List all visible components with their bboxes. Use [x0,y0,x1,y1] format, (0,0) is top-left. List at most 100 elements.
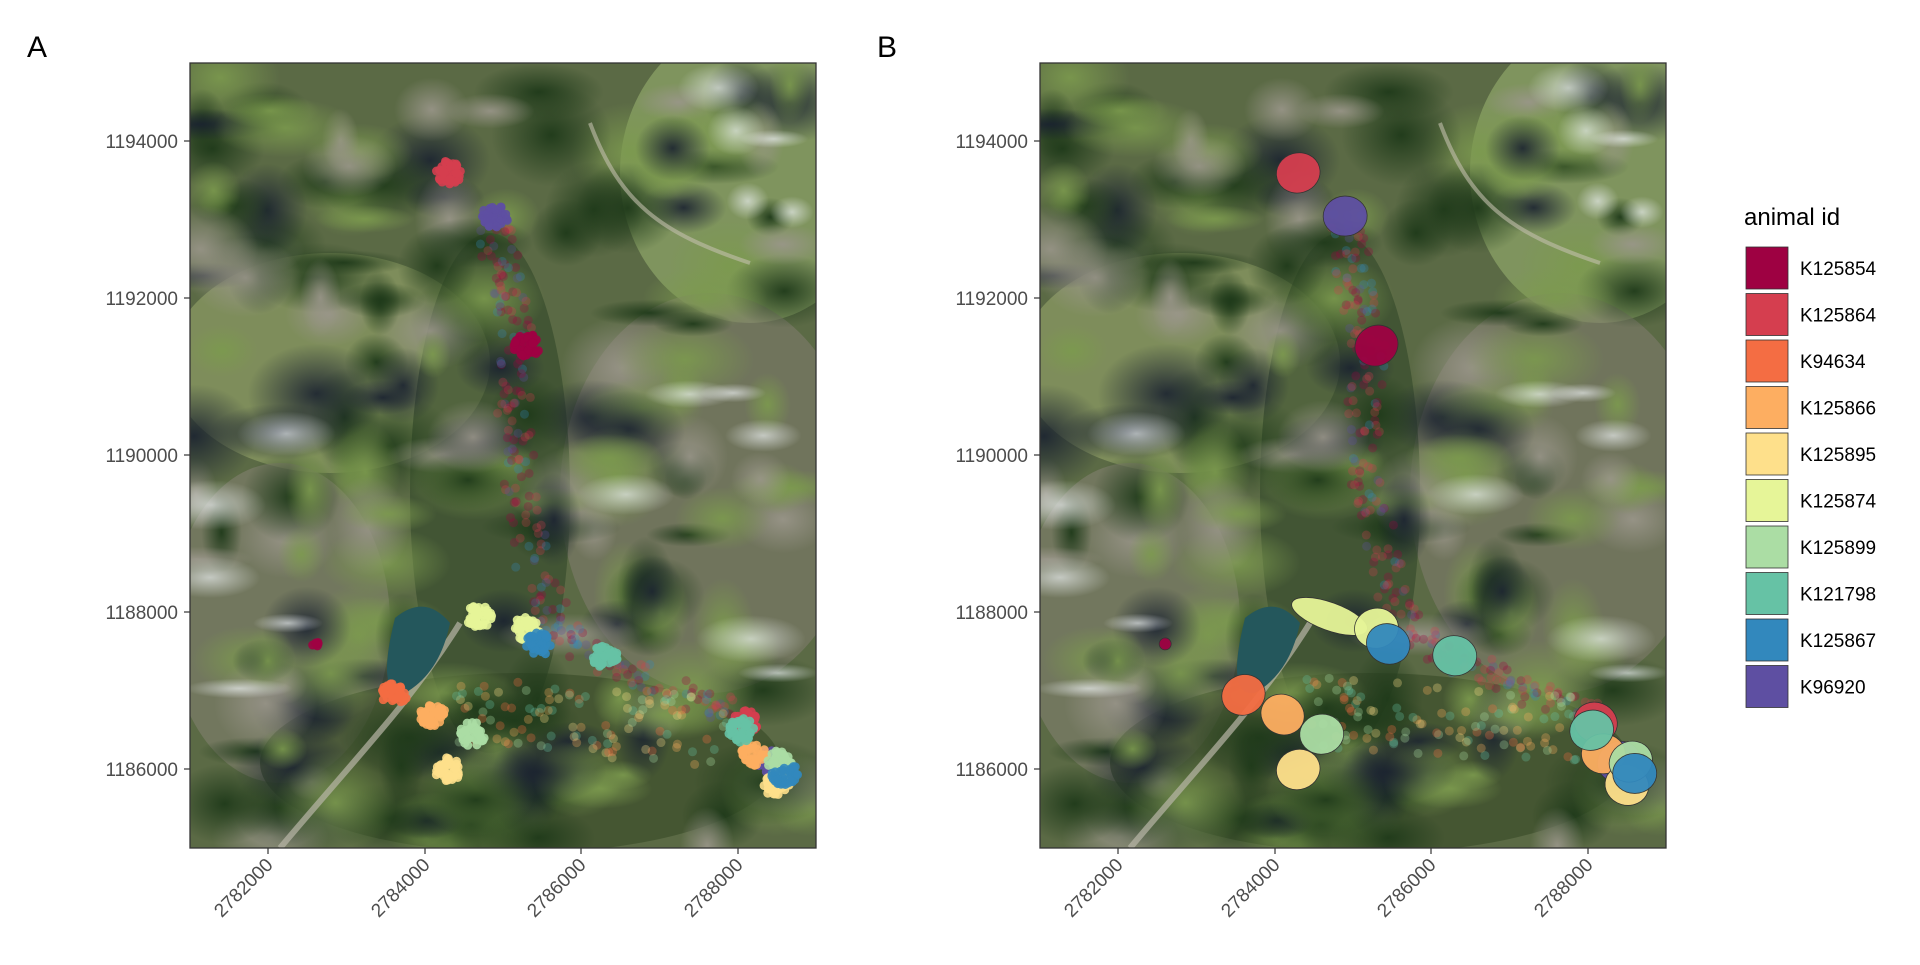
trail-point [489,288,499,298]
trail-point [1418,634,1428,644]
trail-point [1350,480,1360,490]
trail-point [1372,397,1382,407]
location-point-k125867 [539,644,549,654]
trail-point [1342,273,1352,283]
trail-point [1385,732,1395,742]
trail-point [523,315,533,325]
trail-point [574,699,584,709]
trail-point [565,688,575,698]
trail-point [672,739,682,749]
trail-point [1461,737,1471,747]
trail-point [1361,530,1371,540]
trail-point [490,289,500,299]
trail-point [503,385,513,395]
trail-point [485,715,495,725]
location-point-k125866 [420,708,430,718]
trail-point [1342,277,1352,287]
trail-point [1345,323,1355,333]
trail-point [686,692,696,702]
trail-point [1505,679,1515,689]
trail-point [1324,673,1334,683]
trail-point [660,700,670,710]
trail-point [519,409,529,419]
trail-point [508,314,518,324]
trail-point [1434,730,1444,740]
location-point-k125864 [452,161,462,171]
trail-point [661,694,671,704]
trail-point [1375,477,1385,487]
location-point-k125854 [517,350,527,360]
trail-point [1372,429,1382,439]
x-tick-label: 2784000 [1217,855,1284,922]
trail-point [512,316,522,326]
trail-point [1360,426,1370,436]
location-point-k125854 [510,337,520,347]
trail-point [1374,427,1384,437]
legend-item-k125864: K125864 [1745,293,1877,336]
x-tick-label: 2788000 [680,855,747,922]
trail-point [1351,371,1361,381]
location-point-k125867 [779,770,789,780]
trail-point [1392,703,1402,713]
trail-point [1392,678,1402,688]
trail-point [1427,639,1437,649]
trail-point [497,329,507,339]
trail-point [1520,692,1530,702]
x-tick-label: 2786000 [1373,855,1440,922]
trail-point [647,746,657,756]
trail-point [573,639,583,649]
trail-point [711,700,721,710]
legend-item-k125899: K125899 [1745,525,1876,569]
trail-point [500,259,510,269]
trail-point [1342,681,1352,691]
trail-point [541,577,551,587]
trail-point [662,688,672,698]
panel-a-data-layer [308,156,803,799]
trail-point [1457,726,1467,736]
trail-point [1342,249,1352,259]
trail-point [543,705,553,715]
trail-point [649,685,659,695]
trail-point [1445,711,1455,721]
trail-point [509,727,519,737]
legend-swatch [1745,572,1789,615]
trail-point [618,664,628,674]
location-point-k94634 [379,682,389,692]
trail-point [495,299,505,309]
trail-point [1350,456,1360,466]
trail-point [1351,699,1361,709]
trail-point [530,707,540,717]
trail-point [1369,557,1379,567]
trail-point [1355,428,1365,438]
trail-point [1351,253,1361,263]
trail-point [503,403,513,413]
trail-point [576,722,586,732]
panel-b-map [1040,63,1666,848]
trail-point [1367,278,1377,288]
trail-point [500,399,510,409]
trail-point [529,450,539,460]
trail-point [1364,420,1374,430]
trail-point [1556,701,1566,711]
trail-point [1369,706,1379,716]
trail-point [601,720,611,730]
trail-point [627,678,637,688]
trail-point [1484,730,1494,740]
panel-b-y-axis: 1194000 1192000 1190000 1188000 1186000 [955,132,1040,781]
location-point-k125854 [311,639,321,649]
trail-point [503,458,513,468]
home-range-polygon-k125854 [1158,637,1172,651]
trail-point [522,320,532,330]
home-range-polygon-k125895 [1276,748,1321,791]
trail-point [1406,624,1416,634]
trail-point [507,455,517,465]
trail-point [633,670,643,680]
trail-point [1347,436,1357,446]
location-point-k125866 [422,716,432,726]
trail-point [1353,296,1363,306]
trail-point [1356,510,1366,520]
trail-point [688,683,698,693]
trail-point [540,571,550,581]
trail-point [578,628,588,638]
trail-point [1566,692,1576,702]
